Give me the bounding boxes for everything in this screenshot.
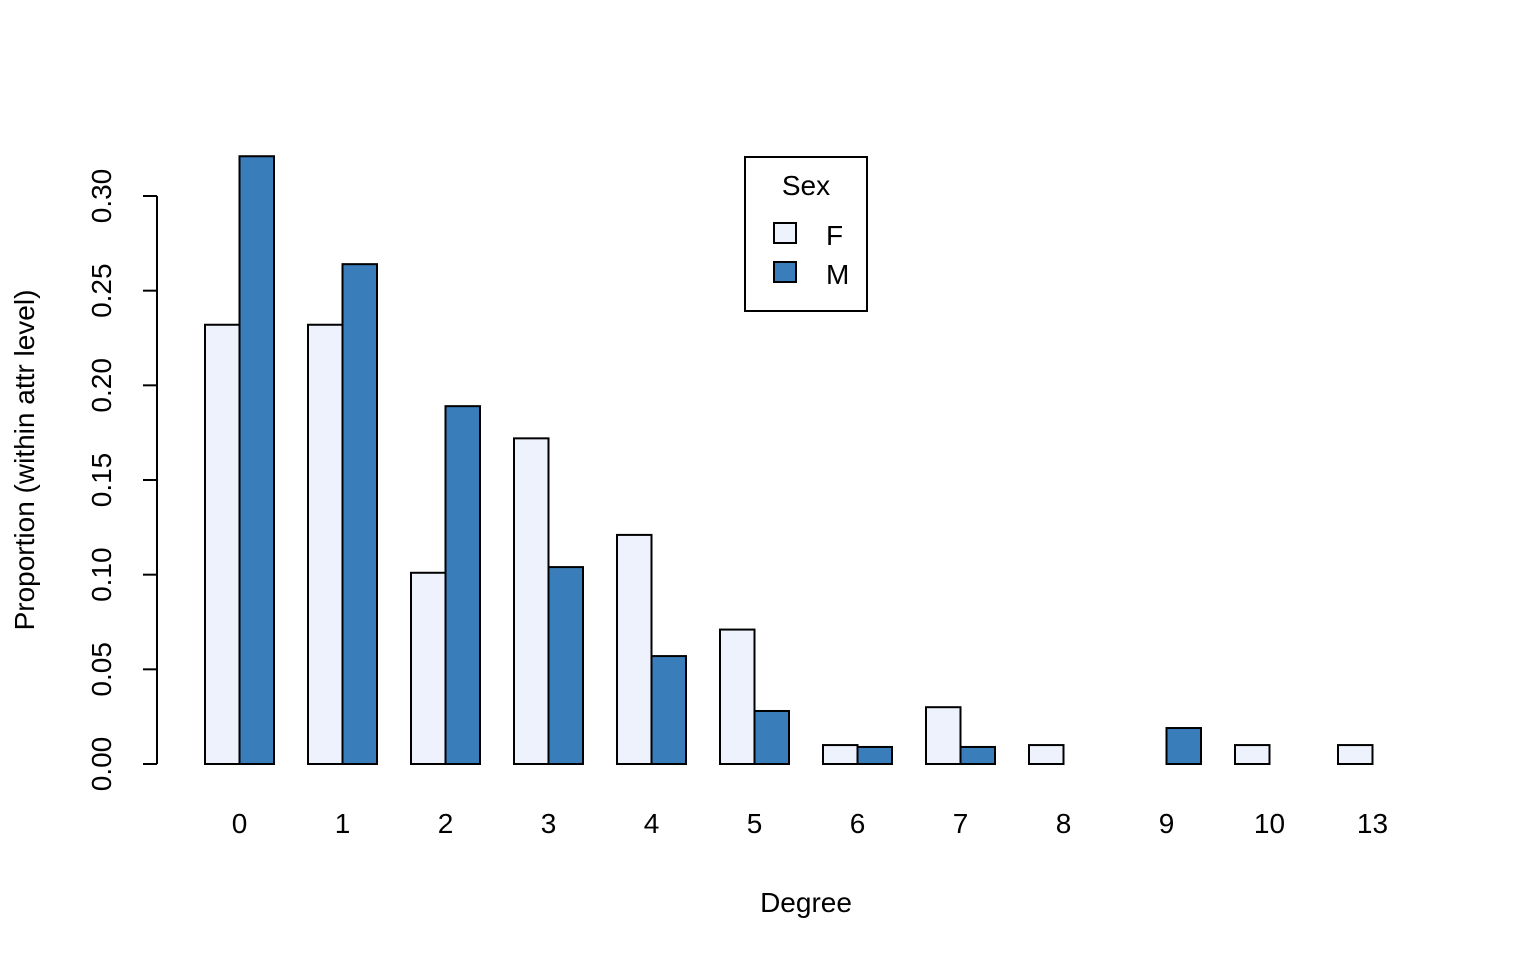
legend: Sex F M [744,156,868,312]
bar-f-7 [925,706,962,766]
bar-f-2 [410,571,447,765]
x-tick-label: 0 [232,808,248,839]
bar-m-5 [753,709,790,766]
x-axis-labels: 0 1 2 3 4 5 6 7 8 9 10 13 [232,808,1388,839]
legend-swatch-m [773,261,797,283]
legend-title: Sex [782,170,830,201]
bar-f-8 [1028,744,1065,765]
x-tick-label: 6 [850,808,866,839]
bar-f-13 [1337,744,1374,765]
x-tick-label: 7 [953,808,969,839]
x-axis-title: Degree [760,887,852,918]
bar-f-5 [719,628,756,765]
legend-box [744,156,868,312]
y-tick-label: 0.00 [86,737,117,792]
y-tick-label: 0.20 [86,358,117,413]
legend-label-m: M [826,259,849,290]
legend-swatch-f [773,222,797,244]
bar-m-2 [444,405,481,765]
y-tick-label: 0.05 [86,642,117,697]
bar-m-1 [341,263,378,765]
bar-f-6 [822,744,859,765]
y-tick-label: 0.15 [86,453,117,508]
legend-label-f: F [826,220,843,251]
bar-f-3 [513,437,550,765]
y-tick-label: 0.10 [86,547,117,602]
x-tick-label: 9 [1159,808,1175,839]
x-tick-label: 10 [1254,808,1285,839]
x-tick-label: 13 [1357,808,1388,839]
bar-m-9 [1165,727,1202,766]
y-tick-label: 0.25 [86,263,117,318]
x-tick-label: 4 [644,808,660,839]
y-tick-label: 0.30 [86,169,117,224]
x-tick-label: 5 [747,808,763,839]
x-tick-label: 8 [1056,808,1072,839]
y-axis: 0.00 0.05 0.10 0.15 0.20 0.25 0.30 [86,169,158,792]
bar-f-10 [1234,744,1271,765]
x-tick-label: 3 [541,808,557,839]
bars-group [204,155,1374,766]
bar-f-0 [204,323,241,765]
bar-f-1 [307,323,344,765]
bar-m-6 [856,745,893,766]
y-axis-title: Proportion (within attr level) [9,290,40,631]
x-tick-label: 2 [438,808,454,839]
bar-m-0 [238,155,275,766]
bar-f-4 [616,533,653,766]
bar-m-7 [959,745,996,766]
x-tick-label: 1 [335,808,351,839]
bar-m-3 [547,566,584,765]
bar-m-4 [650,655,687,766]
